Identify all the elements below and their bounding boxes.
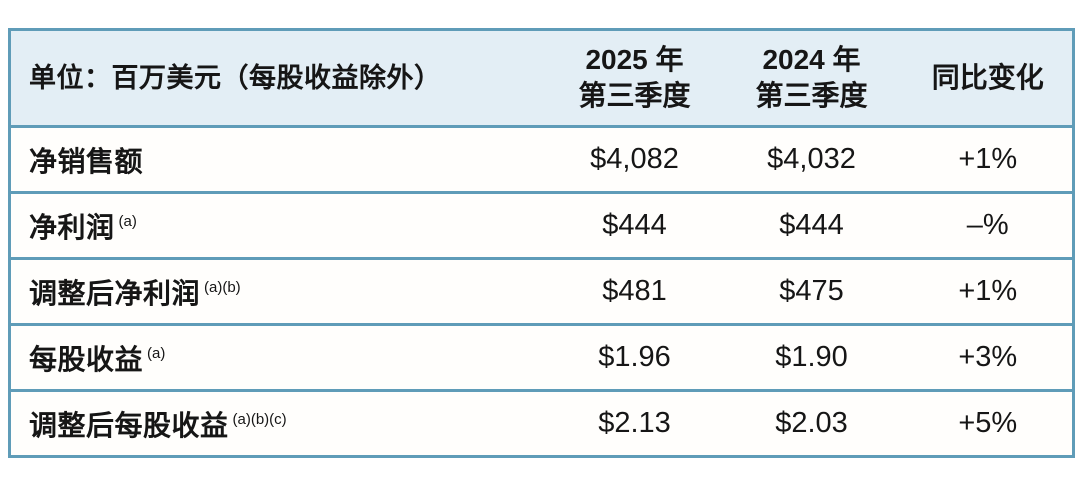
header-col-q3-2025-quarter: 第三季度 (578, 80, 691, 111)
row-label: 每股收益 (a) (9, 324, 550, 392)
header-col-q3-2024-quarter: 第三季度 (755, 80, 868, 111)
value-q3-2025: $444 (549, 192, 720, 260)
value-yoy-change: +1% (903, 126, 1074, 194)
value-q3-2025: $481 (549, 258, 720, 326)
header-col-q3-2024: 2024 年 第三季度 (719, 28, 904, 128)
header-col-q3-2025-year: 2025 年 (585, 44, 684, 76)
row-footnote: (a)(b) (204, 279, 241, 297)
header-col-q3-2025: 2025 年 第三季度 (549, 28, 720, 128)
value-q3-2024: $444 (719, 192, 904, 260)
row-label: 净销售额 (9, 126, 550, 194)
value-yoy-change: +1% (903, 258, 1074, 326)
value-yoy-change: +3% (903, 324, 1074, 392)
value-q3-2024: $4,032 (719, 126, 904, 194)
value-q3-2025: $2.13 (549, 390, 720, 458)
row-label: 净利润 (a) (9, 192, 550, 260)
row-footnote: (a) (118, 213, 137, 231)
value-q3-2024: $2.03 (719, 390, 904, 458)
table-row-adjusted-net-income: 调整后净利润 (a)(b) $481 $475 +1% (9, 258, 1074, 326)
row-footnote: (a) (147, 345, 166, 363)
row-label: 调整后每股收益 (a)(b)(c) (9, 390, 550, 458)
value-q3-2024: $475 (719, 258, 904, 326)
row-label-text: 调整后每股收益 (29, 409, 229, 441)
header-col-q3-2024-year: 2024 年 (762, 44, 861, 76)
row-label-text: 净利润 (29, 211, 115, 243)
table-row-net-income: 净利润 (a) $444 $444 –% (9, 192, 1074, 260)
row-label-text: 每股收益 (29, 343, 144, 375)
quarterly-results-table: 单位：百万美元（每股收益除外） 2025 年 第三季度 2024 年 第三季度 … (8, 28, 1075, 458)
row-label: 调整后净利润 (a)(b) (9, 258, 550, 326)
table-row-adjusted-eps: 调整后每股收益 (a)(b)(c) $2.13 $2.03 +5% (9, 390, 1074, 458)
value-yoy-change: +5% (903, 390, 1074, 458)
value-q3-2024: $1.90 (719, 324, 904, 392)
value-q3-2025: $4,082 (549, 126, 720, 194)
table-header-row: 单位：百万美元（每股收益除外） 2025 年 第三季度 2024 年 第三季度 … (9, 28, 1074, 128)
table-row-net-sales: 净销售额 $4,082 $4,032 +1% (9, 126, 1074, 194)
header-col-yoy-change: 同比变化 (903, 28, 1074, 128)
header-unit-label: 单位：百万美元（每股收益除外） (9, 28, 550, 128)
table-row-eps: 每股收益 (a) $1.96 $1.90 +3% (9, 324, 1074, 392)
value-q3-2025: $1.96 (549, 324, 720, 392)
value-yoy-change: –% (903, 192, 1074, 260)
row-label-text: 调整后净利润 (29, 277, 201, 309)
financial-results-table: 单位：百万美元（每股收益除外） 2025 年 第三季度 2024 年 第三季度 … (8, 28, 1075, 458)
row-label-text: 净销售额 (29, 145, 144, 177)
row-footnote: (a)(b)(c) (232, 411, 287, 429)
